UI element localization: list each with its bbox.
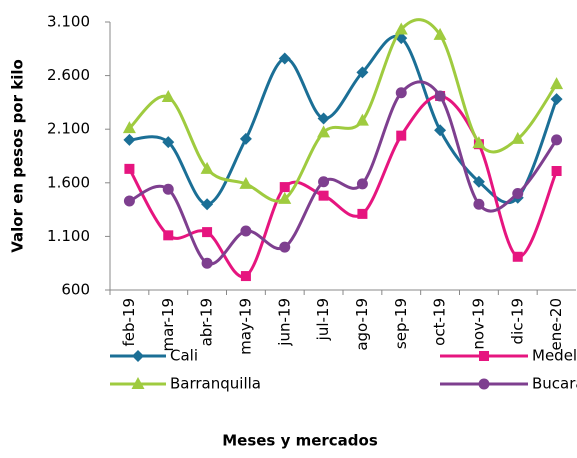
- marker: [123, 133, 136, 146]
- x-tick-label: mar-19: [159, 298, 177, 352]
- marker: [512, 188, 524, 200]
- y-tick-label: 2.100: [47, 120, 90, 138]
- marker: [317, 125, 331, 138]
- marker: [396, 130, 407, 141]
- marker: [394, 22, 408, 35]
- x-tick-label: jun-19: [275, 298, 293, 347]
- legend-label: Cali: [170, 347, 198, 365]
- marker: [162, 136, 175, 149]
- x-tick-label: ago-19: [353, 298, 371, 351]
- series-line: [128, 80, 558, 266]
- marker: [279, 241, 291, 253]
- marker: [279, 182, 290, 193]
- marker: [123, 195, 135, 207]
- marker: [473, 198, 485, 210]
- marker: [162, 183, 174, 195]
- marker: [356, 66, 369, 79]
- marker: [239, 176, 253, 189]
- x-tick-label: may-19: [236, 298, 254, 355]
- marker: [551, 166, 562, 177]
- marker: [278, 191, 292, 204]
- x-tick-label: ene-20: [547, 298, 565, 350]
- marker: [317, 112, 330, 125]
- legend-label: Medellín: [532, 347, 577, 365]
- marker: [434, 124, 447, 137]
- marker: [132, 350, 144, 362]
- marker: [122, 121, 136, 134]
- marker: [201, 198, 214, 211]
- y-tick-label: 600: [61, 281, 90, 299]
- marker: [161, 90, 175, 103]
- marker: [318, 176, 330, 188]
- marker: [278, 52, 291, 65]
- marker: [512, 251, 523, 262]
- y-tick-label: 2.600: [47, 66, 90, 84]
- marker: [551, 134, 563, 146]
- marker: [200, 161, 214, 174]
- legend-label: Bucaramanga: [532, 375, 577, 393]
- marker: [472, 136, 486, 149]
- marker: [433, 27, 447, 40]
- marker: [479, 351, 489, 361]
- marker: [124, 163, 135, 174]
- marker: [201, 257, 213, 269]
- x-axis-title: Meses y mercados: [222, 432, 378, 450]
- marker: [434, 90, 446, 102]
- marker: [239, 132, 252, 145]
- marker: [163, 230, 174, 241]
- marker: [202, 227, 213, 238]
- x-tick-label: feb-19: [120, 298, 138, 347]
- marker: [511, 131, 525, 144]
- y-tick-label: 1.100: [47, 227, 90, 245]
- x-tick-label: nov-19: [469, 298, 487, 350]
- marker: [550, 93, 563, 106]
- marker: [550, 77, 564, 90]
- marker: [318, 190, 329, 201]
- x-tick-label: sep-19: [392, 298, 410, 349]
- series-line: [129, 34, 558, 206]
- marker: [240, 225, 252, 237]
- marker: [357, 208, 368, 219]
- marker: [355, 113, 369, 126]
- y-tick-label: 1.600: [47, 173, 90, 191]
- legend-label: Barranquilla: [170, 375, 261, 393]
- marker: [356, 178, 368, 190]
- marker: [478, 378, 490, 390]
- x-tick-label: dic-19: [508, 298, 526, 344]
- x-tick-label: abr-19: [198, 298, 216, 346]
- marker: [240, 271, 251, 282]
- marker: [131, 377, 145, 389]
- marker: [472, 175, 485, 188]
- y-tick-label: 3.100: [47, 13, 90, 31]
- x-tick-label: oct-19: [431, 298, 449, 346]
- x-tick-label: jul-19: [314, 298, 332, 341]
- marker: [395, 87, 407, 99]
- y-axis-title: Valor en pesos por kilo: [9, 59, 27, 253]
- series-line: [128, 18, 558, 203]
